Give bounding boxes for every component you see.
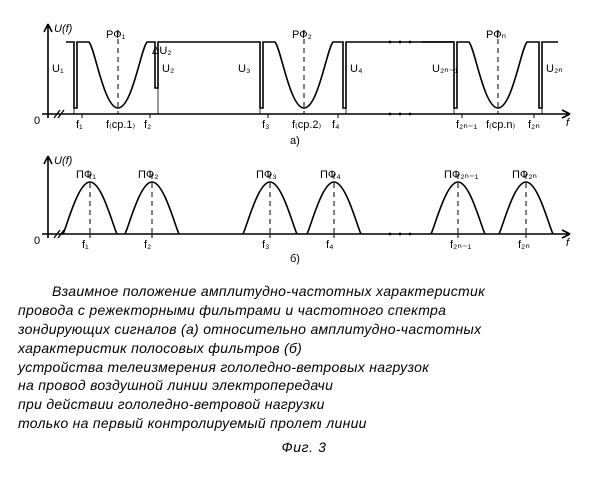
figure-label: Фиг. 3 bbox=[18, 439, 590, 455]
svg-text:U₁: U₁ bbox=[52, 63, 64, 75]
svg-text:0: 0 bbox=[34, 235, 40, 247]
svg-text:f₂ₙ₋₁: f₂ₙ₋₁ bbox=[456, 119, 478, 131]
svg-text:f₍ср.n₎: f₍ср.n₎ bbox=[486, 119, 516, 131]
svg-text:ПФ₂ₙ: ПФ₂ₙ bbox=[512, 169, 537, 181]
svg-text:f₂: f₂ bbox=[144, 119, 151, 131]
svg-text:f₁: f₁ bbox=[82, 239, 89, 251]
caption-line: при действии гололедно-ветровой нагрузки bbox=[18, 395, 590, 414]
svg-text:f₄: f₄ bbox=[332, 119, 340, 131]
figure-caption: Взаимное положение амплитудно-частотных … bbox=[18, 282, 590, 433]
svg-text:f: f bbox=[566, 117, 570, 129]
svg-text:ПФ₂ₙ₋₁: ПФ₂ₙ₋₁ bbox=[444, 169, 479, 181]
svg-text:U₂: U₂ bbox=[162, 63, 174, 75]
caption-line: на провод воздушной линии электропередач… bbox=[18, 376, 590, 395]
caption-line: Взаимное положение амплитудно-частотных … bbox=[18, 282, 590, 301]
svg-text:f₍ср.1₎: f₍ср.1₎ bbox=[106, 119, 136, 131]
svg-text:f₂ₙ: f₂ₙ bbox=[528, 119, 540, 131]
svg-text:РФₙ: РФₙ bbox=[486, 29, 506, 41]
svg-text:f₃: f₃ bbox=[262, 119, 270, 131]
svg-text:f₄: f₄ bbox=[326, 239, 334, 251]
caption-line: зондирующих сигналов (а) относительно ам… bbox=[18, 320, 590, 339]
svg-text:ПФ₁: ПФ₁ bbox=[76, 169, 96, 181]
svg-text:РФ₂: РФ₂ bbox=[292, 29, 312, 41]
svg-text:f₂ₙ₋₁: f₂ₙ₋₁ bbox=[450, 239, 472, 251]
svg-text:ПФ₄: ПФ₄ bbox=[320, 169, 341, 181]
caption-line: только на первый контролируемый пролет л… bbox=[18, 414, 590, 433]
chart-b: 0 U(f) f ПФ₁ f₁ ПФ₂ f₂ ПФ₃ f₃ ПФ₄ f₄ ПФ₂ₙ₋₁ f₂ₙ₋₁ ПФ₂… bbox=[18, 150, 578, 268]
svg-text:f₂: f₂ bbox=[144, 239, 151, 251]
svg-text:0: 0 bbox=[34, 115, 40, 127]
svg-text:U₂ₙ: U₂ₙ bbox=[546, 63, 563, 75]
svg-text:f₍ср.2₎: f₍ср.2₎ bbox=[292, 119, 322, 131]
svg-text:f: f bbox=[566, 237, 570, 249]
svg-text:U₃: U₃ bbox=[238, 63, 250, 75]
svg-text:РФ₁: РФ₁ bbox=[106, 29, 126, 41]
figure-3: 0U(f)fРФ₁U₁U₂f₁f₂f₍ср.1₎ΔU₂РФ₂U₃U₄f₃f₄f₍… bbox=[18, 20, 590, 455]
chart-a: 0U(f)fРФ₁U₁U₂f₁f₂f₍ср.1₎ΔU₂РФ₂U₃U₄f₃f₄f₍… bbox=[18, 20, 578, 150]
caption-line: устройства телеизмерения гололедно-ветро… bbox=[18, 358, 590, 377]
svg-text:а): а) bbox=[290, 135, 300, 147]
svg-text:б): б) bbox=[290, 253, 300, 265]
svg-text:ПФ₂: ПФ₂ bbox=[138, 169, 159, 181]
svg-text:U₄: U₄ bbox=[350, 63, 363, 75]
caption-line: характеристик полосовых фильтров (б) bbox=[18, 339, 590, 358]
caption-line: провода с режекторными фильтрами и часто… bbox=[18, 301, 590, 320]
svg-text:U(f): U(f) bbox=[54, 23, 73, 35]
svg-text:U(f): U(f) bbox=[54, 155, 73, 167]
svg-text:f₃: f₃ bbox=[262, 239, 270, 251]
svg-text:f₂ₙ: f₂ₙ bbox=[518, 239, 530, 251]
svg-text:ПФ₃: ПФ₃ bbox=[256, 169, 277, 181]
svg-text:f₁: f₁ bbox=[76, 119, 83, 131]
